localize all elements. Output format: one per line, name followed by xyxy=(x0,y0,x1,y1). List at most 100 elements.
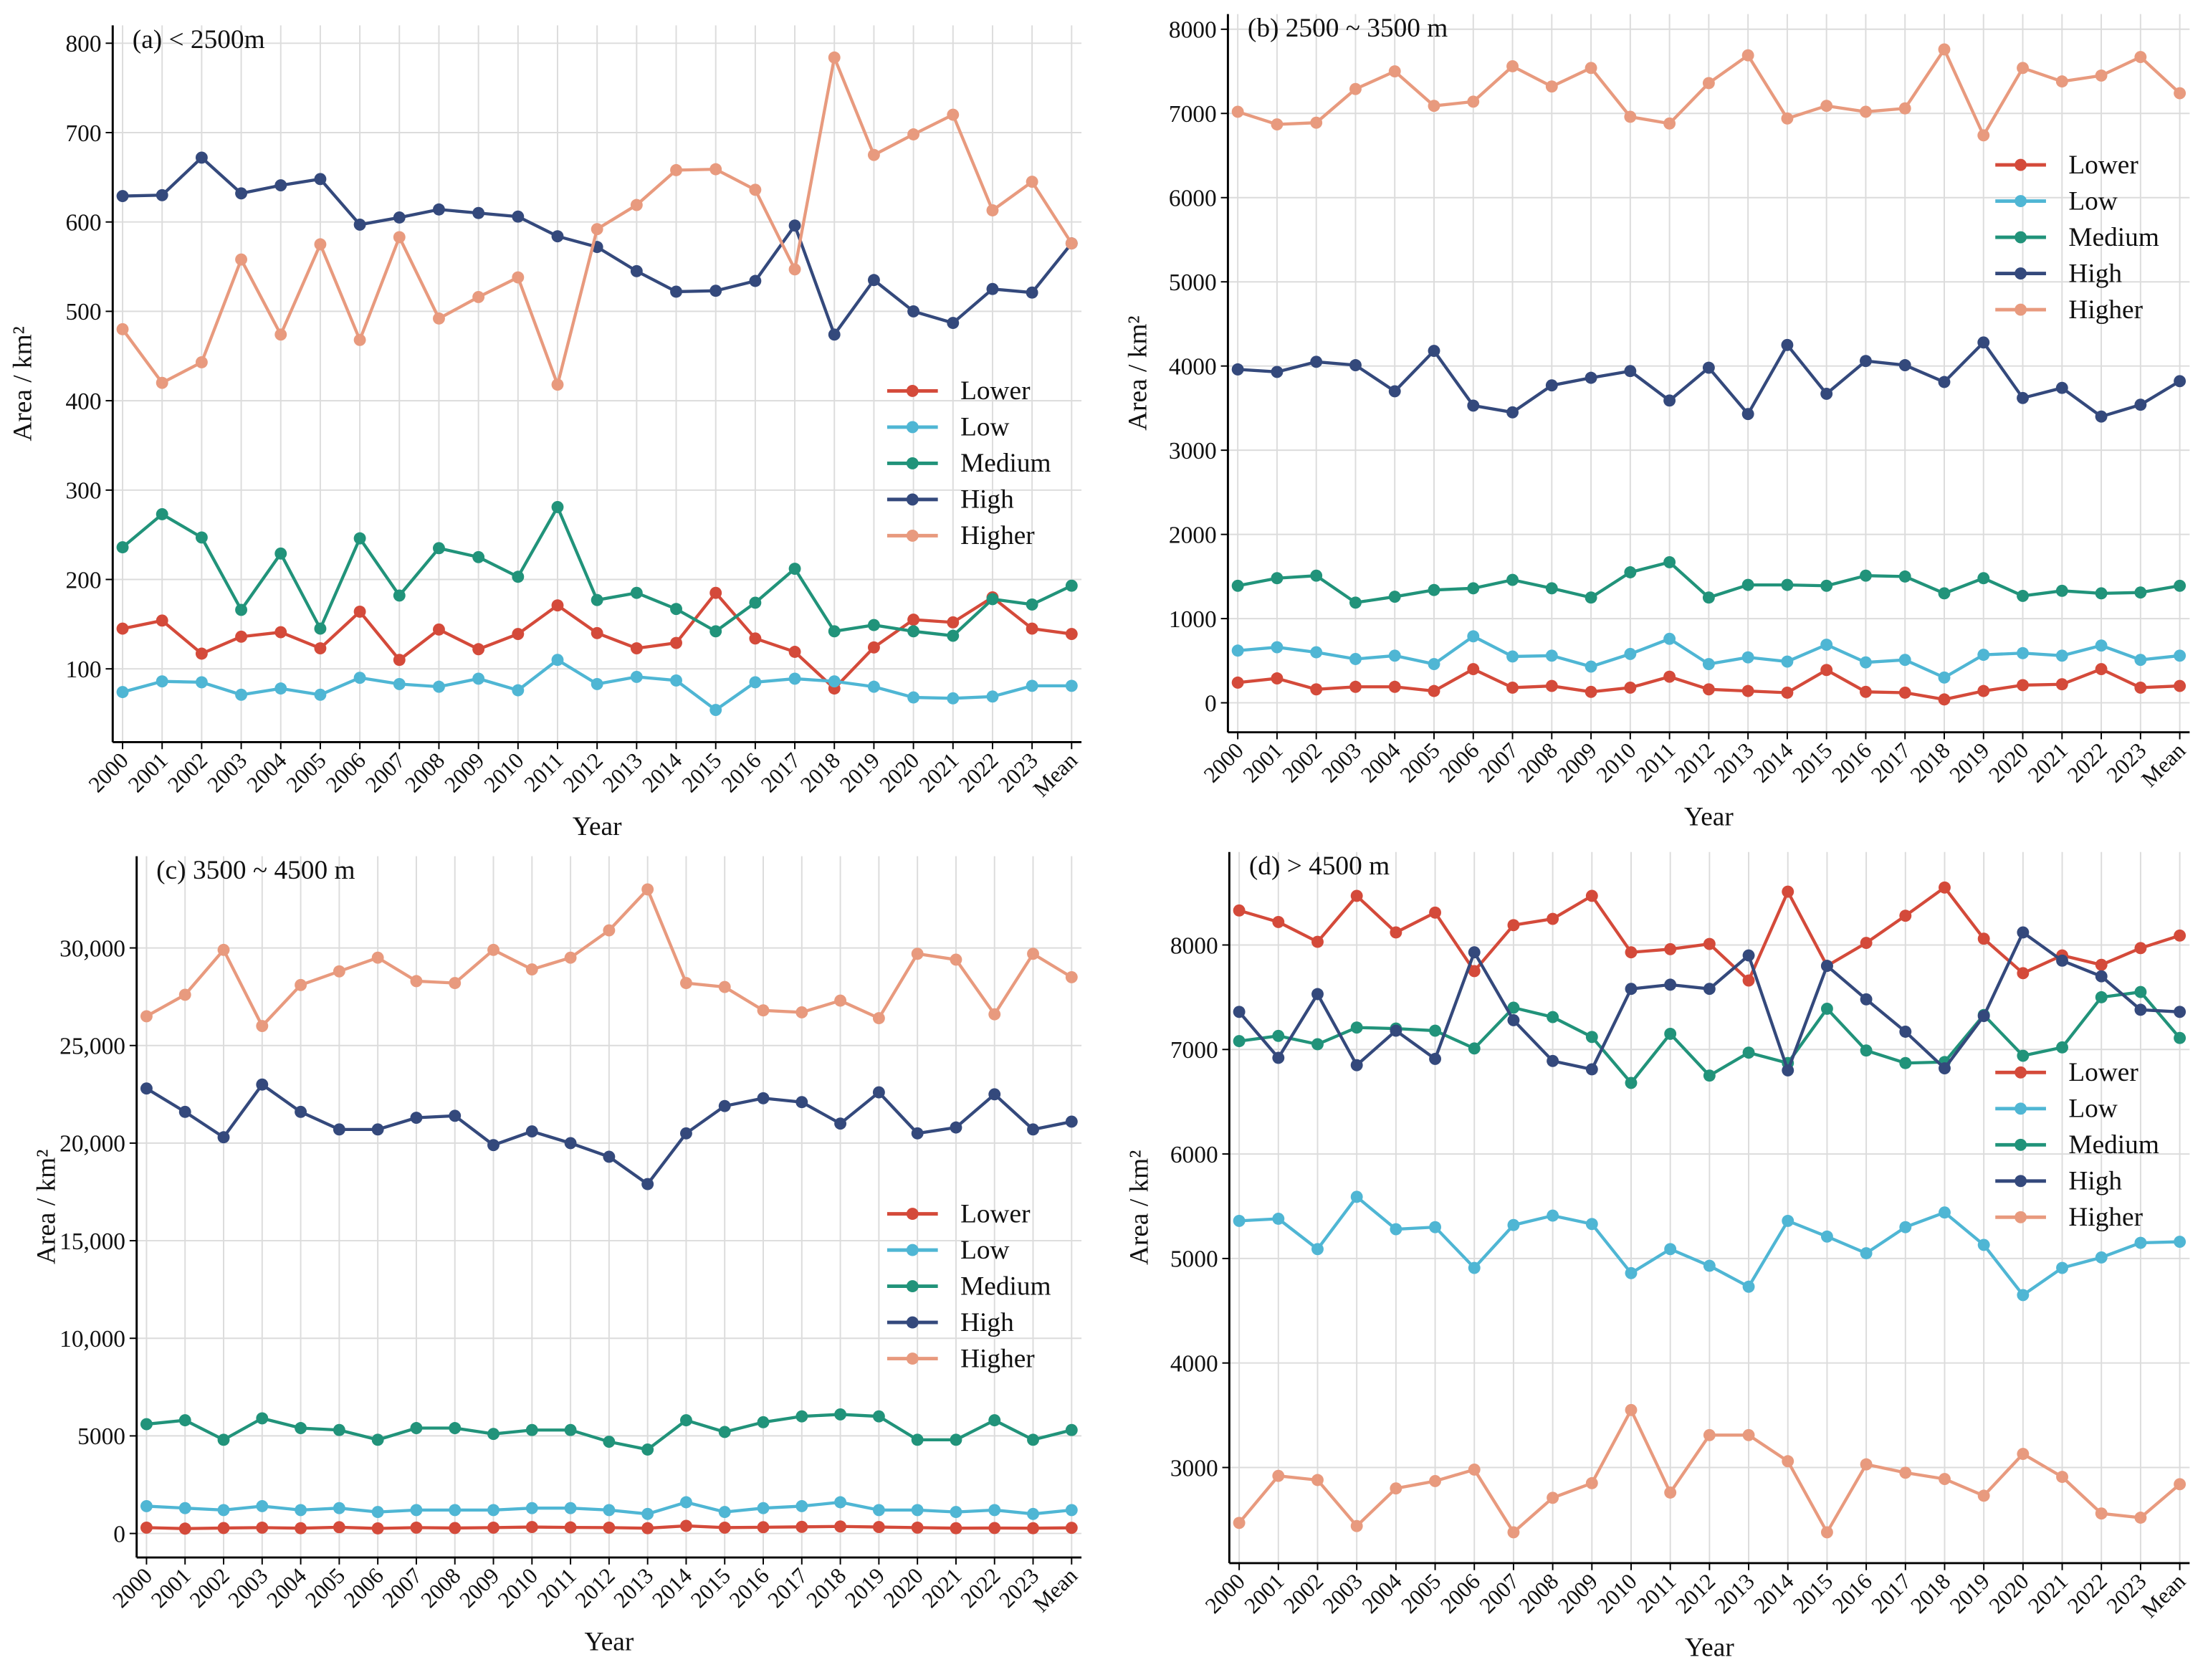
point xyxy=(1349,653,1362,665)
legend-label: Low xyxy=(2068,186,2117,216)
x-tick-label: 2016 xyxy=(1827,738,1876,787)
x-tick-label: 2001 xyxy=(1239,1569,1289,1618)
point xyxy=(1349,680,1362,693)
x-tick-label: 2007 xyxy=(360,748,410,797)
point xyxy=(2055,584,2068,597)
x-tick-label: 2009 xyxy=(1553,1569,1602,1618)
point xyxy=(256,1499,269,1512)
point xyxy=(1429,1475,1442,1487)
point xyxy=(1271,366,1284,378)
point xyxy=(1506,60,1519,72)
point xyxy=(907,614,920,626)
point xyxy=(116,622,129,635)
point xyxy=(2095,410,2108,423)
legend-label: Low xyxy=(960,1236,1009,1265)
point xyxy=(1390,1482,1402,1495)
x-tick-label: 2017 xyxy=(756,748,806,797)
point xyxy=(1899,910,1912,922)
point xyxy=(1741,408,1754,421)
point xyxy=(828,675,841,688)
point xyxy=(256,1412,269,1425)
point xyxy=(834,994,847,1007)
point xyxy=(1781,687,1794,699)
point xyxy=(1547,1492,1559,1504)
point xyxy=(1977,684,1990,697)
point xyxy=(551,378,564,391)
point xyxy=(551,654,564,667)
point xyxy=(788,672,801,685)
point xyxy=(911,1504,924,1517)
x-tick-label: 2019 xyxy=(835,748,884,797)
point xyxy=(1860,656,1872,669)
point xyxy=(1585,371,1597,384)
point xyxy=(217,1522,230,1535)
point xyxy=(788,646,801,658)
point xyxy=(393,589,406,602)
point xyxy=(1026,286,1038,299)
point xyxy=(2055,678,2068,691)
point xyxy=(1428,345,1440,357)
point xyxy=(551,230,564,243)
point xyxy=(867,274,880,287)
point xyxy=(156,508,168,520)
point xyxy=(314,622,327,635)
point xyxy=(178,1502,191,1514)
point xyxy=(2056,954,2068,967)
point xyxy=(274,682,287,695)
point xyxy=(1349,359,1362,371)
point xyxy=(140,1010,153,1023)
point xyxy=(1311,1038,1324,1051)
point xyxy=(1065,628,1078,641)
y-tick-label: 15,000 xyxy=(59,1228,125,1255)
point xyxy=(907,305,920,318)
x-tick-label: 2009 xyxy=(439,748,489,797)
point xyxy=(749,183,762,196)
point xyxy=(2134,586,2147,599)
point xyxy=(178,988,191,1001)
x-tick-label: 2003 xyxy=(1318,1569,1367,1618)
point xyxy=(2095,1507,2108,1520)
point xyxy=(1506,650,1519,663)
x-tick-label: 2021 xyxy=(2023,1569,2073,1618)
point xyxy=(1585,1476,1598,1489)
point xyxy=(1860,937,1873,950)
point xyxy=(333,965,345,978)
x-tick-label: 2012 xyxy=(558,748,608,797)
point xyxy=(525,1502,538,1514)
point xyxy=(333,1423,345,1436)
point xyxy=(256,1078,269,1091)
point xyxy=(1820,960,1833,973)
legend-label: High xyxy=(2068,259,2122,288)
point xyxy=(1860,993,1873,1006)
point xyxy=(217,1504,230,1517)
point xyxy=(512,571,525,583)
point xyxy=(195,531,208,544)
x-tick-label: 2018 xyxy=(1906,1569,1955,1618)
y-tick-label: 500 xyxy=(65,299,101,325)
point xyxy=(788,219,801,232)
y-tick-label: 20,000 xyxy=(59,1131,125,1158)
point xyxy=(1388,680,1401,693)
x-tick-label: 2019 xyxy=(1944,738,1994,787)
point xyxy=(795,1006,808,1018)
point xyxy=(1429,906,1442,919)
point xyxy=(195,151,208,164)
point xyxy=(1898,654,1911,667)
x-tick-label: 2010 xyxy=(1592,1569,1642,1618)
point xyxy=(1388,649,1401,662)
point xyxy=(2095,663,2108,676)
y-tick-label: 7000 xyxy=(1170,1037,1218,1064)
point xyxy=(1820,388,1833,400)
point xyxy=(795,1410,808,1423)
point xyxy=(1271,572,1284,585)
point xyxy=(1938,671,1951,684)
point xyxy=(670,603,682,616)
x-tick-label: 2013 xyxy=(1710,1569,1759,1618)
point xyxy=(1065,1115,1078,1128)
point xyxy=(1898,570,1911,583)
point xyxy=(1898,102,1911,115)
point xyxy=(911,1521,924,1534)
point xyxy=(1065,237,1078,250)
x-tick-label: 2017 xyxy=(763,1563,812,1613)
